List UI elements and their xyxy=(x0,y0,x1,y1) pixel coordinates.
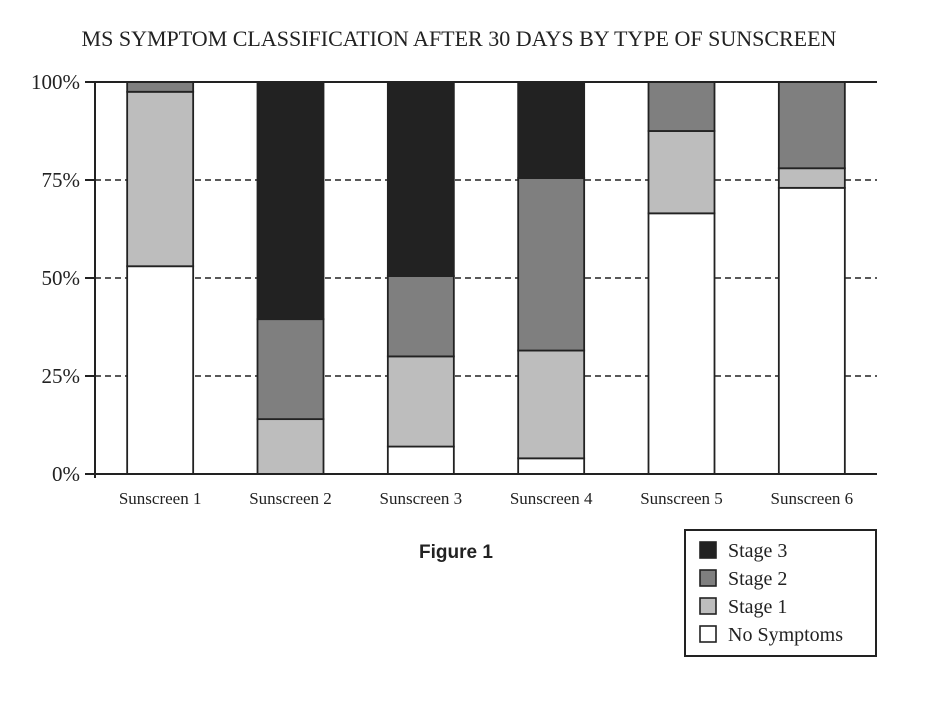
chart-title: MS SYMPTOM CLASSIFICATION AFTER 30 DAYS … xyxy=(82,26,837,51)
bar-segment-1-stage-2 xyxy=(126,81,195,93)
y-tick-label: 50% xyxy=(42,266,81,290)
bar-segment-6-stage-2 xyxy=(777,81,846,170)
x-tick-label: Sunscreen 4 xyxy=(510,489,593,508)
y-tick-label: 0% xyxy=(52,462,80,486)
legend-swatch xyxy=(699,597,717,615)
x-tick-label: Sunscreen 5 xyxy=(640,489,723,508)
y-tick-labels: 0% 25% 50% 75% 100% xyxy=(31,70,80,486)
legend-swatch xyxy=(699,569,717,587)
bar-segment-4-no-symptoms xyxy=(517,457,586,475)
bar-segment-2-stage-2 xyxy=(256,318,325,421)
bar-segment-3-no-symptoms xyxy=(386,445,455,475)
bar-segment-2-stage-1 xyxy=(256,418,325,475)
legend-label: Stage 2 xyxy=(728,568,787,590)
bar-segment-1-no-symptoms xyxy=(126,265,195,475)
bar-segment-6-stage-1 xyxy=(777,167,846,189)
bar-segment-3-stage-3 xyxy=(386,81,455,277)
bar-segment-5-stage-1 xyxy=(647,130,716,215)
y-tick-label: 75% xyxy=(42,168,81,192)
bar-segment-2-stage-3 xyxy=(256,81,325,321)
x-tick-label: Sunscreen 2 xyxy=(249,489,332,508)
x-tick-label: Sunscreen 6 xyxy=(771,489,854,508)
figure-caption: Figure 1 xyxy=(419,542,493,563)
legend-label: Stage 3 xyxy=(728,540,787,562)
bar-segment-4-stage-3 xyxy=(517,81,586,179)
bar-segment-5-no-symptoms xyxy=(647,212,716,475)
x-tick-label: Sunscreen 3 xyxy=(380,489,463,508)
grid-lines xyxy=(85,179,877,377)
legend-box xyxy=(684,529,877,657)
bar-segment-3-stage-1 xyxy=(386,355,455,448)
bar-segment-4-stage-1 xyxy=(517,349,586,460)
bar-segment-4-stage-2 xyxy=(517,177,586,352)
x-tick-label: Sunscreen 1 xyxy=(119,489,202,508)
y-tick-label: 25% xyxy=(42,364,81,388)
bar-segment-3-stage-2 xyxy=(386,275,455,358)
legend-swatch xyxy=(699,625,717,643)
legend-label: No Symptoms xyxy=(728,624,843,646)
bar-segment-1-stage-1 xyxy=(126,90,195,268)
x-tick-labels: Sunscreen 1 Sunscreen 2 Sunscreen 3 Sunscre… xyxy=(119,489,853,508)
legend-label: Stage 1 xyxy=(728,596,787,618)
legend: Stage 3 Stage 2 Stage 1 No Symptoms xyxy=(684,529,877,657)
bar-segment-5-stage-2 xyxy=(647,81,716,132)
bar-segment-6-no-symptoms xyxy=(777,186,846,475)
legend-swatch xyxy=(699,541,717,559)
y-tick-label: 100% xyxy=(31,70,80,94)
bars xyxy=(126,81,846,475)
axes xyxy=(85,81,877,478)
